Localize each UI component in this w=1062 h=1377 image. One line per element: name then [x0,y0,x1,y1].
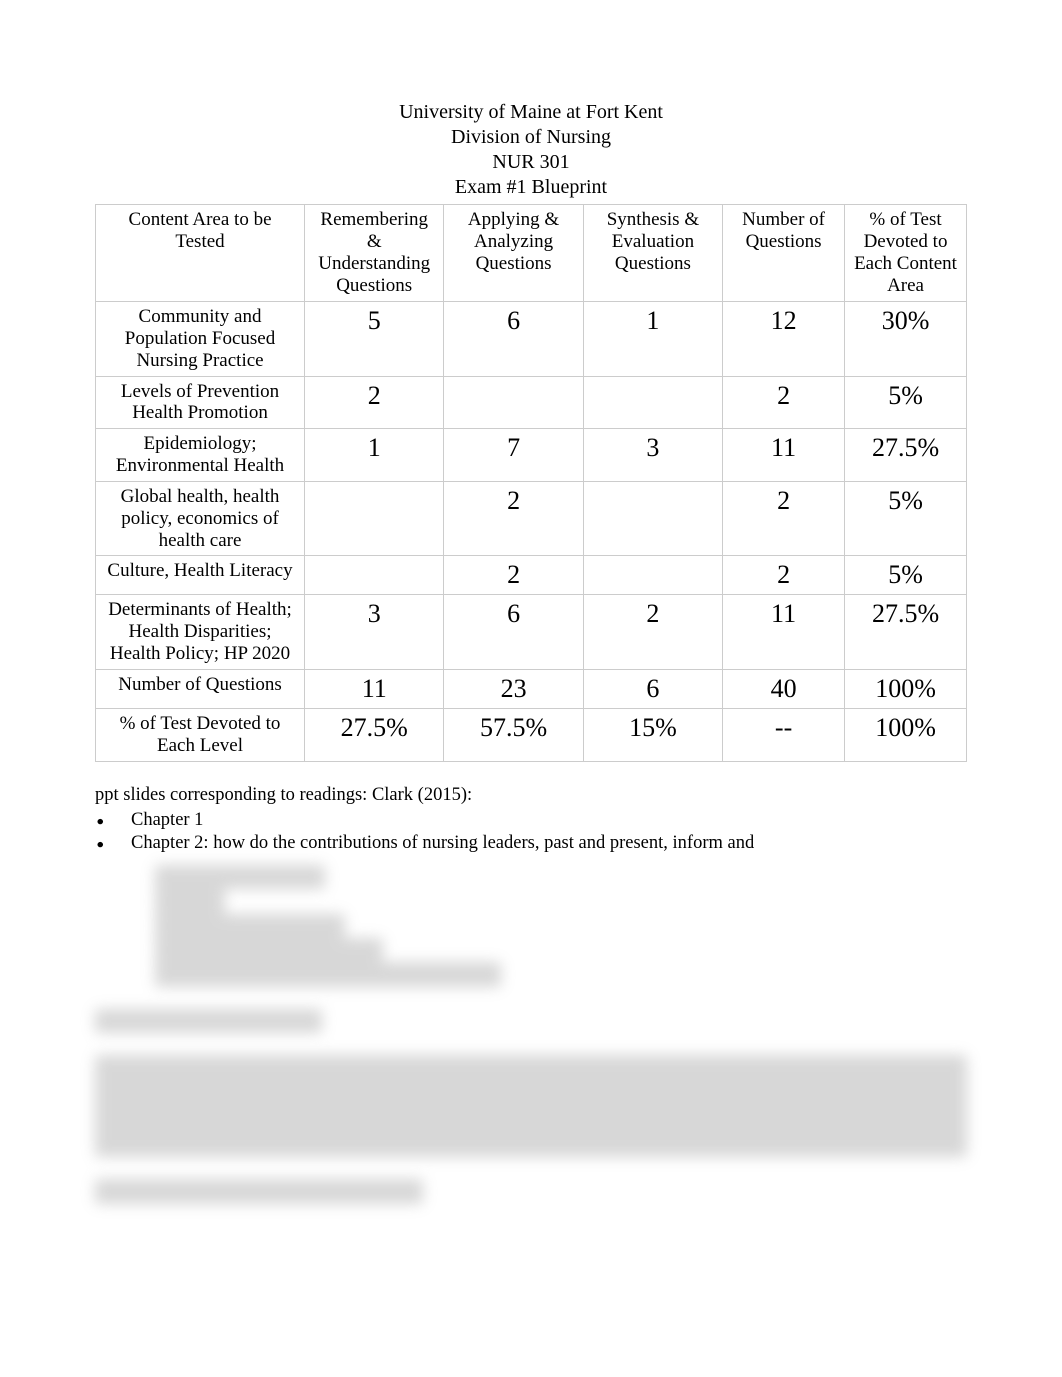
row-value-cell: 5% [845,376,967,429]
row-value-cell [444,376,583,429]
table-row: % of Test Devoted to Each Level27.5%57.5… [96,708,967,761]
notes-intro: ppt slides corresponding to readings: Cl… [95,784,967,807]
row-value-cell [583,556,722,595]
table-header-row: Content Area to be Tested Remembering & … [96,205,967,302]
blurred-heading: 40 Multiple Choice Questions [95,1009,322,1033]
table-row: Epidemiology; Environmental Health173112… [96,429,967,482]
row-value-cell [583,376,722,429]
col-header-synthesis: Synthesis & Evaluation Questions [583,205,722,302]
col-header-percent: % of Test Devoted to Each Content Area [845,205,967,302]
row-value-cell: 11 [723,595,845,670]
row-value-cell: 15% [583,708,722,761]
bullet-text: Chapter 1 [131,809,203,832]
row-label-cell: Levels of Prevention Health Promotion [96,376,305,429]
table-row: Determinants of Health; Health Dispariti… [96,595,967,670]
header-line-1: University of Maine at Fort Kent [95,100,967,125]
header-line-3: NUR 301 [95,150,967,175]
list-item: ⦁ Chapter 2: how do the contributions of… [95,832,967,855]
col-header-number: Number of Questions [723,205,845,302]
row-value-cell [305,556,444,595]
row-value-cell: 23 [444,669,583,708]
blurred-line: Chapter 3 [155,889,225,913]
col-header-content: Content Area to be Tested [96,205,305,302]
col-header-remembering: Remembering & Understanding Questions [305,205,444,302]
blurred-line: advance nursing today? [155,865,325,889]
row-value-cell: 6 [444,302,583,377]
row-value-cell: 12 [723,302,845,377]
row-label-cell: Epidemiology; Environmental Health [96,429,305,482]
row-value-cell: 1 [305,429,444,482]
col-header-applying: Applying & Analyzing Questions [444,205,583,302]
row-label-cell: Global health, health policy, economics … [96,481,305,556]
row-value-cell: 27.5% [305,708,444,761]
row-label-cell: Number of Questions [96,669,305,708]
row-value-cell: 2 [444,481,583,556]
row-value-cell: 1 [583,302,722,377]
row-value-cell: 11 [723,429,845,482]
bullet-icon: ⦁ [95,809,131,829]
row-label-cell: Culture, Health Literacy [96,556,305,595]
table-row: Number of Questions1123640100% [96,669,967,708]
row-value-cell: 7 [444,429,583,482]
row-value-cell [583,481,722,556]
header-line-2: Division of Nursing [95,125,967,150]
list-item: ⦁ Chapter 1 [95,809,967,832]
row-value-cell: 57.5% [444,708,583,761]
row-value-cell: 2 [723,556,845,595]
row-label-cell: % of Test Devoted to Each Level [96,708,305,761]
row-value-cell: 100% [845,669,967,708]
blurred-preview-region: advance nursing today? Chapter 3 Chapter… [95,865,967,1204]
row-value-cell: 30% [845,302,967,377]
row-value-cell: 5 [305,302,444,377]
row-label-cell: Determinants of Health; Health Dispariti… [96,595,305,670]
row-value-cell: 6 [583,669,722,708]
row-value-cell: 2 [583,595,722,670]
blurred-paragraph: One page of text fills this blurred prev… [95,1055,967,1158]
blurred-line: Chapter 7 & 8 — epidemiology [155,938,383,962]
row-value-cell: 2 [723,376,845,429]
row-value-cell: 2 [444,556,583,595]
row-value-cell: 6 [444,595,583,670]
row-value-cell: 3 [305,595,444,670]
bullet-icon: ⦁ [95,832,131,852]
row-label-cell: Community and Population Focused Nursing… [96,302,305,377]
notes-section: ppt slides corresponding to readings: Cl… [95,784,967,855]
row-value-cell [305,481,444,556]
notes-bullet-list: ⦁ Chapter 1 ⦁ Chapter 2: how do the cont… [95,809,967,855]
row-value-cell: 11 [305,669,444,708]
blurred-line: Chapter 6 — determinants [155,914,345,938]
blurred-footer: Leadership reminders: page 272 Clark (20… [95,1179,423,1203]
blurred-line: Chapter 10, 11, 12 — policy, disparities… [155,962,501,986]
row-value-cell: 100% [845,708,967,761]
blueprint-table: Content Area to be Tested Remembering & … [95,204,967,762]
table-row: Culture, Health Literacy225% [96,556,967,595]
row-value-cell: 27.5% [845,595,967,670]
row-value-cell: 3 [583,429,722,482]
document-header: University of Maine at Fort Kent Divisio… [95,100,967,200]
row-value-cell: 5% [845,481,967,556]
row-value-cell: 27.5% [845,429,967,482]
table-row: Global health, health policy, economics … [96,481,967,556]
table-row: Community and Population Focused Nursing… [96,302,967,377]
bullet-text: Chapter 2: how do the contributions of n… [131,832,754,855]
row-value-cell: 2 [723,481,845,556]
row-value-cell: -- [723,708,845,761]
row-value-cell: 40 [723,669,845,708]
row-value-cell: 5% [845,556,967,595]
row-value-cell: 2 [305,376,444,429]
table-row: Levels of Prevention Health Promotion225… [96,376,967,429]
header-line-4: Exam #1 Blueprint [95,175,967,200]
